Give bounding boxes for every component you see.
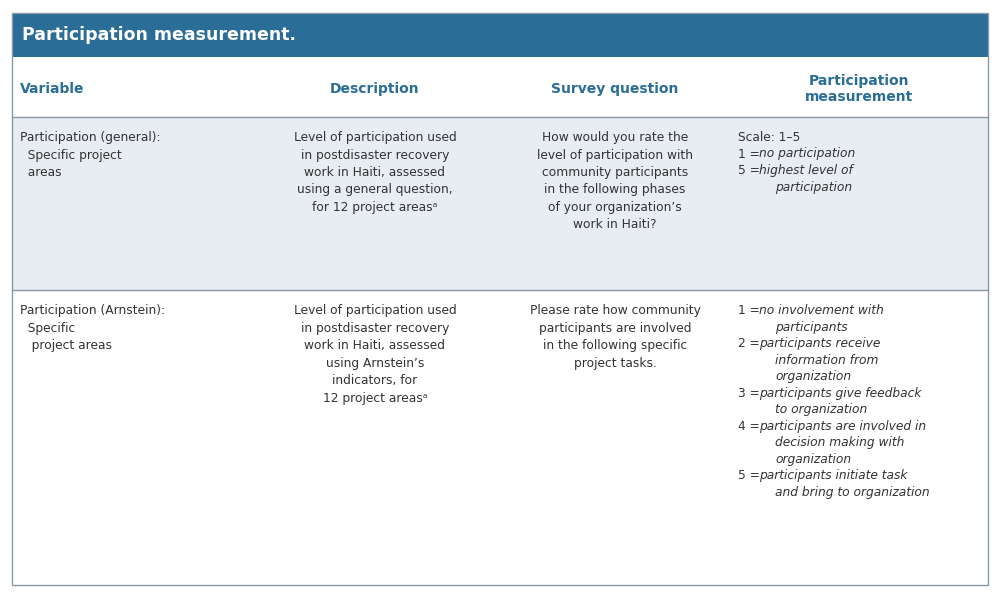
Text: Participation
measurement: Participation measurement (805, 74, 913, 104)
Text: 5 =: 5 = (738, 469, 764, 482)
Text: How would you rate the
level of participation with
community participants
in the: How would you rate the level of particip… (537, 131, 693, 231)
Text: Level of participation used
in postdisaster recovery
work in Haiti, assessed
usi: Level of participation used in postdisas… (294, 131, 456, 214)
Text: 1 =: 1 = (738, 148, 764, 161)
Bar (12, 61, 988, 117)
Text: no participation: no participation (759, 148, 855, 161)
Text: 5 =: 5 = (738, 164, 764, 177)
Text: no involvement with: no involvement with (759, 304, 884, 317)
Bar (12, 117, 988, 290)
Text: 1 =: 1 = (738, 304, 764, 317)
Text: Scale: 1–5: Scale: 1–5 (738, 131, 800, 144)
Text: Participation (general):
  Specific project
  areas: Participation (general): Specific projec… (20, 131, 160, 179)
Text: Description: Description (330, 82, 420, 96)
Text: 4 =: 4 = (738, 420, 764, 433)
Bar (12, 290, 988, 585)
Text: Please rate how community
participants are involved
in the following specific
pr: Please rate how community participants a… (530, 304, 700, 369)
Text: 3 =: 3 = (738, 387, 764, 400)
Text: participants receive: participants receive (759, 337, 881, 350)
Text: and bring to organization: and bring to organization (775, 486, 930, 499)
Text: participants: participants (775, 321, 848, 334)
Text: participation: participation (775, 180, 852, 193)
Text: to organization: to organization (775, 403, 867, 416)
Text: organization: organization (775, 370, 851, 383)
Text: Variable: Variable (20, 82, 84, 96)
Text: Survey question: Survey question (551, 82, 679, 96)
Bar (12, 13, 988, 57)
Text: decision making with: decision making with (775, 436, 904, 449)
Text: highest level of: highest level of (759, 164, 853, 177)
Text: participants give feedback: participants give feedback (759, 387, 922, 400)
Text: Level of participation used
in postdisaster recovery
work in Haiti, assessed
usi: Level of participation used in postdisas… (294, 304, 456, 404)
Text: participants initiate task: participants initiate task (759, 469, 908, 482)
Text: Participation (Arnstein):
  Specific
   project areas: Participation (Arnstein): Specific proje… (20, 304, 165, 352)
Text: participants are involved in: participants are involved in (759, 420, 926, 433)
Text: information from: information from (775, 353, 878, 366)
Text: 2 =: 2 = (738, 337, 764, 350)
Text: Participation measurement.: Participation measurement. (22, 26, 296, 44)
Text: organization: organization (775, 452, 851, 466)
